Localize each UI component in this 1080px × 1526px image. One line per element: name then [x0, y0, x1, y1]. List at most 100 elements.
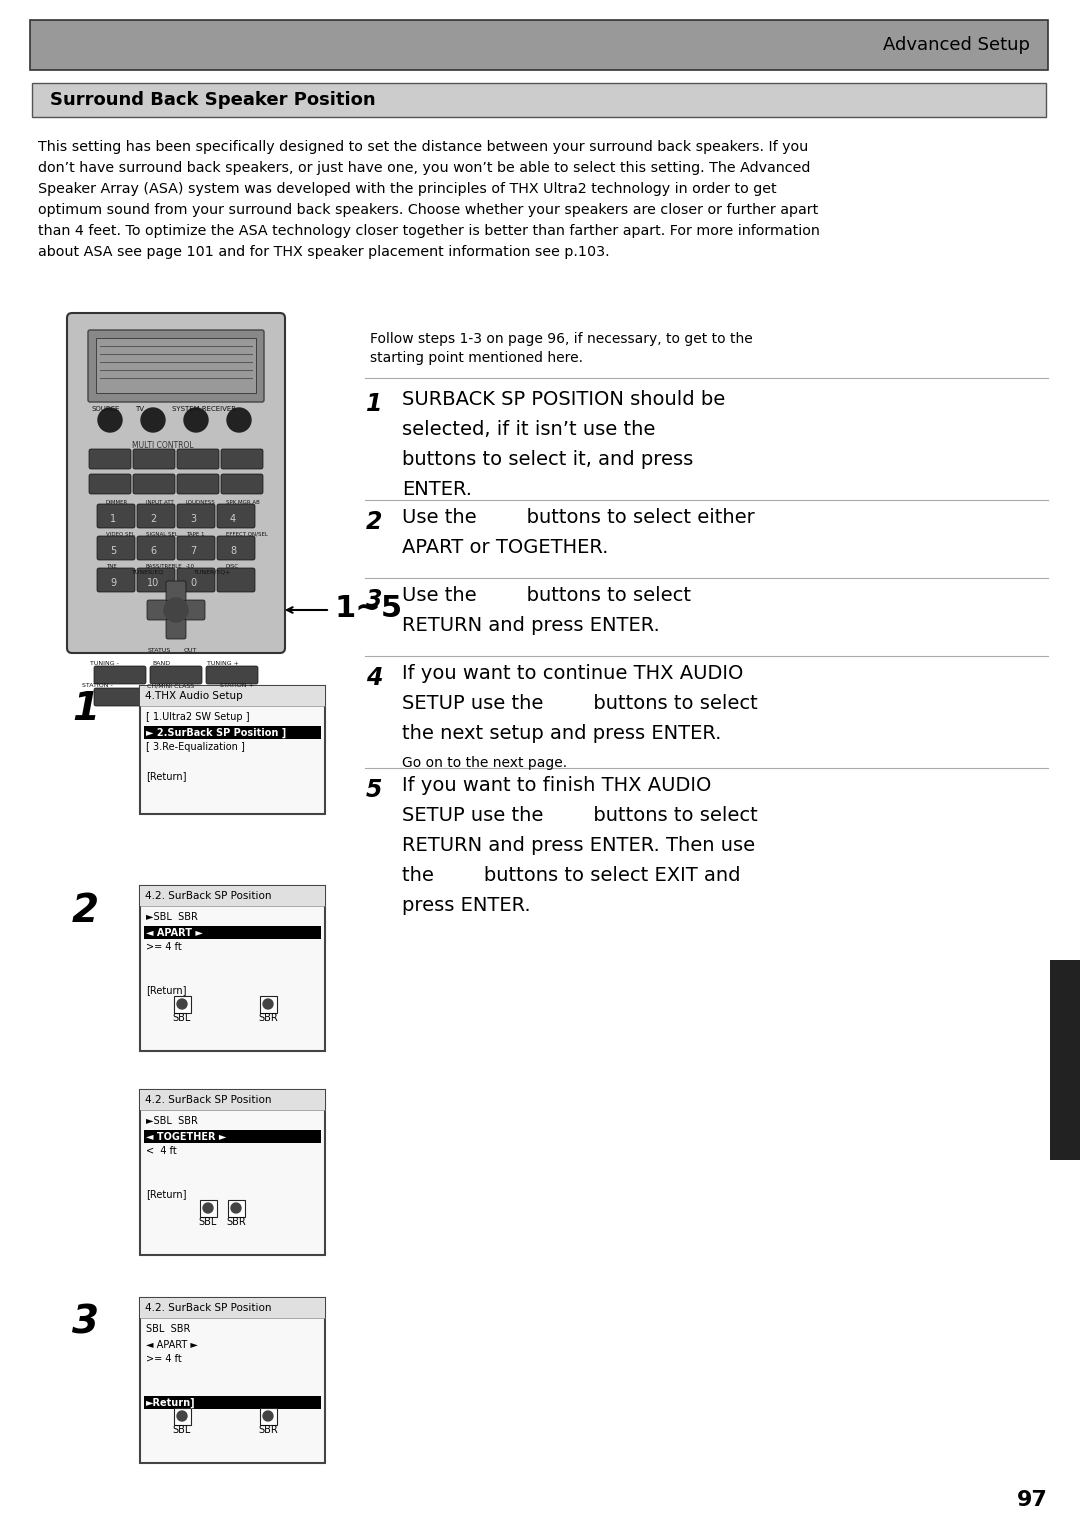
- Text: BAND: BAND: [152, 661, 171, 665]
- Circle shape: [177, 1000, 187, 1009]
- Text: TUNING +: TUNING +: [207, 661, 239, 665]
- FancyBboxPatch shape: [140, 1090, 325, 1254]
- FancyBboxPatch shape: [177, 475, 219, 494]
- Circle shape: [231, 1202, 241, 1213]
- Text: CH/MINI CLASS: CH/MINI CLASS: [147, 684, 194, 688]
- FancyBboxPatch shape: [150, 665, 202, 684]
- Text: DISC: DISC: [226, 565, 239, 569]
- FancyBboxPatch shape: [221, 449, 264, 468]
- FancyBboxPatch shape: [144, 1396, 321, 1408]
- FancyBboxPatch shape: [137, 504, 175, 528]
- FancyBboxPatch shape: [177, 449, 219, 468]
- Text: EFFECT ON/SEL: EFFECT ON/SEL: [226, 533, 268, 537]
- Text: [Return]: [Return]: [146, 772, 187, 781]
- Text: optimum sound from your surround back speakers. Choose whether your speakers are: optimum sound from your surround back sp…: [38, 203, 819, 217]
- FancyBboxPatch shape: [221, 475, 264, 494]
- FancyBboxPatch shape: [133, 449, 175, 468]
- Text: If you want to finish THX AUDIO: If you want to finish THX AUDIO: [402, 777, 712, 795]
- FancyBboxPatch shape: [228, 1199, 244, 1216]
- FancyBboxPatch shape: [89, 449, 131, 468]
- Text: 1: 1: [366, 392, 382, 417]
- Text: 7: 7: [190, 546, 197, 555]
- Text: If you want to continue THX AUDIO: If you want to continue THX AUDIO: [402, 664, 743, 684]
- Text: VIDEO SEL: VIDEO SEL: [106, 533, 135, 537]
- Circle shape: [177, 1412, 187, 1421]
- Text: 2: 2: [366, 510, 382, 534]
- Text: STATUS: STATUS: [148, 649, 172, 653]
- FancyBboxPatch shape: [259, 1407, 276, 1424]
- FancyBboxPatch shape: [97, 504, 135, 528]
- Text: [Return]: [Return]: [146, 986, 187, 995]
- Text: SBR: SBR: [226, 1218, 246, 1227]
- Text: 4.2. SurBack SP Position: 4.2. SurBack SP Position: [145, 1096, 271, 1105]
- Text: TNE: TNE: [106, 565, 117, 569]
- Text: -10: -10: [186, 565, 195, 569]
- Text: ►SBL  SBR: ►SBL SBR: [146, 913, 198, 923]
- Text: 1: 1: [72, 690, 99, 728]
- Text: 3: 3: [190, 514, 197, 523]
- Text: SBL: SBL: [172, 1425, 190, 1434]
- Text: 4: 4: [230, 514, 237, 523]
- Text: >= 4 ft: >= 4 ft: [146, 1355, 181, 1364]
- FancyBboxPatch shape: [177, 504, 215, 528]
- FancyBboxPatch shape: [259, 995, 276, 1012]
- FancyBboxPatch shape: [206, 665, 258, 684]
- Text: TV: TV: [135, 406, 144, 412]
- Text: LOUDNESS: LOUDNESS: [186, 501, 216, 505]
- Text: buttons to select it, and press: buttons to select it, and press: [402, 450, 693, 468]
- Text: ►SBL  SBR: ►SBL SBR: [146, 1117, 198, 1126]
- Circle shape: [184, 407, 208, 432]
- Text: Speaker Array (ASA) system was developed with the principles of THX Ultra2 techn: Speaker Array (ASA) system was developed…: [38, 182, 777, 195]
- FancyBboxPatch shape: [87, 330, 264, 401]
- Circle shape: [264, 1000, 273, 1009]
- Text: 97: 97: [1017, 1489, 1048, 1511]
- Text: BASS/TREBLE: BASS/TREBLE: [146, 565, 183, 569]
- FancyBboxPatch shape: [217, 504, 255, 528]
- Circle shape: [264, 1412, 273, 1421]
- Text: [Return]: [Return]: [146, 1189, 187, 1199]
- Text: SPK MGR AB: SPK MGR AB: [226, 501, 260, 505]
- Text: ENTER.: ENTER.: [402, 481, 472, 499]
- Circle shape: [203, 1202, 213, 1213]
- Text: SBR: SBR: [258, 1013, 278, 1022]
- FancyBboxPatch shape: [147, 600, 167, 620]
- Text: Use the        buttons to select: Use the buttons to select: [402, 586, 691, 604]
- FancyBboxPatch shape: [32, 82, 1047, 118]
- Text: 5: 5: [110, 546, 117, 555]
- Text: 10: 10: [147, 578, 159, 588]
- FancyBboxPatch shape: [89, 475, 131, 494]
- FancyBboxPatch shape: [137, 568, 175, 592]
- Text: TUNER/EQ: TUNER/EQ: [132, 571, 164, 575]
- Text: >= 4 ft: >= 4 ft: [146, 943, 181, 952]
- Text: starting point mentioned here.: starting point mentioned here.: [370, 351, 583, 365]
- Circle shape: [164, 598, 188, 623]
- Text: SURBACK SP POSITION should be: SURBACK SP POSITION should be: [402, 391, 726, 409]
- Text: MULTI CONTROL: MULTI CONTROL: [132, 441, 193, 450]
- Text: ◄ APART ►: ◄ APART ►: [146, 1340, 198, 1349]
- FancyBboxPatch shape: [144, 1129, 321, 1143]
- FancyBboxPatch shape: [140, 687, 325, 813]
- Text: [ 3.Re-Equalization ]: [ 3.Re-Equalization ]: [146, 743, 245, 752]
- Text: STATION +: STATION +: [220, 684, 254, 688]
- Text: Use the        buttons to select either: Use the buttons to select either: [402, 508, 755, 526]
- Text: 3: 3: [72, 1305, 99, 1341]
- FancyBboxPatch shape: [166, 620, 186, 639]
- Text: RETURN and press ENTER. Then use: RETURN and press ENTER. Then use: [402, 836, 755, 855]
- Text: SIGNAL SEL: SIGNAL SEL: [146, 533, 178, 537]
- Text: ► 2.SurBack SP Position ]: ► 2.SurBack SP Position ]: [146, 728, 286, 737]
- Text: SOURCE: SOURCE: [92, 406, 120, 412]
- Circle shape: [98, 407, 122, 432]
- FancyBboxPatch shape: [185, 600, 205, 620]
- Circle shape: [227, 407, 251, 432]
- FancyBboxPatch shape: [96, 337, 256, 394]
- FancyBboxPatch shape: [144, 726, 321, 739]
- Text: SBL: SBL: [198, 1218, 216, 1227]
- FancyBboxPatch shape: [97, 536, 135, 560]
- FancyBboxPatch shape: [140, 1299, 325, 1318]
- FancyBboxPatch shape: [174, 1407, 190, 1424]
- FancyBboxPatch shape: [1050, 960, 1080, 1160]
- Text: TUNING -: TUNING -: [90, 661, 119, 665]
- FancyBboxPatch shape: [140, 1090, 325, 1109]
- FancyBboxPatch shape: [94, 665, 146, 684]
- Text: This setting has been specifically designed to set the distance between your sur: This setting has been specifically desig…: [38, 140, 808, 154]
